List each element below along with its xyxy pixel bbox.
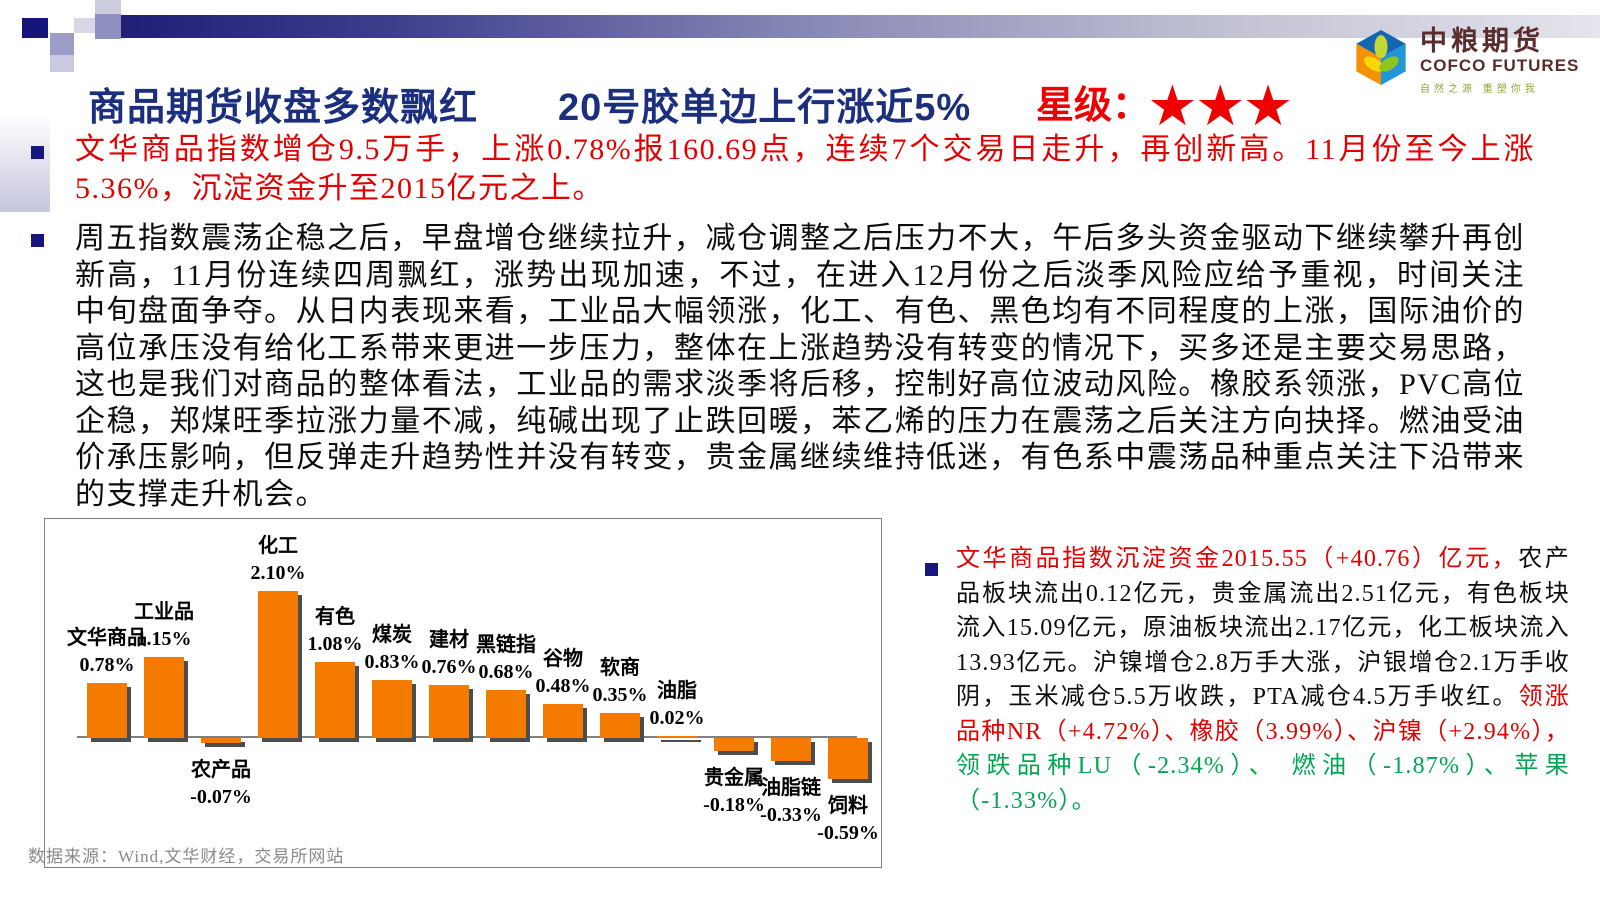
bar-value-label: 0.76% xyxy=(421,656,477,678)
bar-label-建材: 建材 0.76% xyxy=(399,627,499,681)
bullet-square-icon xyxy=(925,563,938,576)
bar-label-煤炭: 煤炭 0.83% xyxy=(342,622,442,676)
bar-label-工业品: 工业品 1.15% xyxy=(114,599,214,653)
rating-label: 星级： xyxy=(1036,85,1151,127)
index-summary-bullet: 文华商品指数增仓9.5万手，上涨0.78%报160.69点，连续7个交易日走升，… xyxy=(75,133,1535,205)
bar-value-label: 0.02% xyxy=(649,707,705,729)
deco-square-light xyxy=(50,55,74,72)
bar-value-label: 0.78% xyxy=(79,654,135,676)
bar-category-label: 黑链指 xyxy=(476,634,536,656)
sector-returns-chart: 文华商品 0.78% 工业品 1.15% 农产品 -0.07% 化工 2.10% 有色 1.08%… xyxy=(44,518,882,868)
star-icons: ★★★ xyxy=(1150,78,1294,134)
bar-label-谷物: 谷物 0.48% xyxy=(513,646,613,700)
bar-category-label: 建材 xyxy=(429,629,469,651)
bar-value-label: 0.68% xyxy=(478,661,534,683)
deco-square-purple xyxy=(50,33,74,55)
deco-square-light xyxy=(95,0,121,14)
cofco-logo: 中粮期货 COFCO FUTURES 自然之源 重塑你我 xyxy=(1352,26,1579,95)
bar-油脂链 xyxy=(771,738,811,761)
bar-category-label: 有色 xyxy=(315,606,355,628)
bar-value-label: 0.48% xyxy=(535,675,591,697)
bar-value-label: -0.33% xyxy=(760,804,822,826)
bar-label-饲料: 饲料 -0.59% xyxy=(798,793,898,847)
bar-category-label: 农产品 xyxy=(191,759,251,781)
logo-tagline: 自然之源 重塑你我 xyxy=(1420,84,1539,95)
bar-谷物 xyxy=(543,704,583,738)
bar-value-label: -0.18% xyxy=(703,794,765,816)
bar-黑链指 xyxy=(486,690,526,738)
bar-工业品 xyxy=(144,657,184,738)
bar-value-label: -0.07% xyxy=(190,786,252,808)
page-title-main: 商品期货收盘多数飘红 xyxy=(88,87,479,129)
funds-flow-segment: 领跌品种LU（-2.34%）、 燃油（-1.87%）、苹果（-1.33%）。 xyxy=(956,753,1570,814)
bar-value-label: 2.10% xyxy=(250,562,306,584)
funds-flow-segment: 领涨品种NR（+4.72%）、橡胶（3.99%）、沪镍（+2.94%）， xyxy=(956,684,1570,745)
bar-煤炭 xyxy=(372,680,412,738)
bar-label-文华商品: 文华商品 0.78% xyxy=(57,625,157,679)
bar-category-label: 油脂链 xyxy=(761,777,821,799)
bar-文华商品 xyxy=(87,683,127,738)
bar-chart-canvas: 文华商品 0.78% 工业品 1.15% 农产品 -0.07% 化工 2.10% 有色 1.08%… xyxy=(45,519,881,867)
star-rating: 星级：★★★ xyxy=(1036,74,1294,131)
bar-category-label: 软商 xyxy=(600,657,640,679)
bar-label-贵金属: 贵金属 -0.18% xyxy=(684,765,784,819)
funds-flow-segment: 文华商品指数沉淀资金2015.55（+40.76）亿元， xyxy=(956,546,1519,572)
bar-油脂 xyxy=(657,736,697,738)
bar-label-化工: 化工 2.10% xyxy=(228,533,328,587)
logo-name-en: COFCO FUTURES xyxy=(1420,56,1580,75)
bar-贵金属 xyxy=(714,738,754,751)
funds-flow-bullet: 文华商品指数沉淀资金2015.55（+40.76）亿元，农产品板块流出0.12亿… xyxy=(956,542,1570,818)
bar-label-黑链指: 黑链指 0.68% xyxy=(456,632,556,686)
bar-label-有色: 有色 1.08% xyxy=(285,604,385,658)
bar-category-label: 饲料 xyxy=(828,795,868,817)
bar-饲料 xyxy=(828,738,868,779)
bar-label-软商: 软商 0.35% xyxy=(570,655,670,709)
bar-category-label: 工业品 xyxy=(134,601,194,623)
bar-category-label: 油脂 xyxy=(657,680,697,702)
bar-value-label: 0.83% xyxy=(364,651,420,673)
deco-gradient-strip xyxy=(0,60,50,212)
cofco-cube-icon xyxy=(1356,30,1406,86)
logo-text-block: 中粮期货 COFCO FUTURES 自然之源 重塑你我 xyxy=(1420,26,1579,95)
funds-flow-segment: 农产品板块流出0.12亿元，贵金属流出2.51亿元，有色板块流入15.09亿元，… xyxy=(956,546,1570,710)
deco-square-navy xyxy=(22,18,48,38)
bar-label-油脂链: 油脂链 -0.33% xyxy=(741,775,841,829)
bar-label-油脂: 油脂 0.02% xyxy=(627,678,727,732)
bar-label-农产品: 农产品 -0.07% xyxy=(171,757,271,811)
bar-category-label: 煤炭 xyxy=(372,624,412,646)
bar-农产品 xyxy=(201,738,241,743)
header-gradient-bar xyxy=(120,15,1600,38)
bar-category-label: 贵金属 xyxy=(704,767,764,789)
bar-value-label: 1.08% xyxy=(307,633,363,655)
bullet-square-icon xyxy=(31,146,44,159)
bullet-square-icon xyxy=(31,234,44,247)
bar-value-label: 1.15% xyxy=(136,628,192,650)
bar-value-label: -0.59% xyxy=(817,822,879,844)
bar-category-label: 化工 xyxy=(258,535,298,557)
bar-建材 xyxy=(429,685,469,738)
bar-category-label: 谷物 xyxy=(543,648,583,670)
bar-category-label: 文华商品 xyxy=(67,627,147,649)
bar-软商 xyxy=(600,713,640,738)
deco-square-purple xyxy=(95,14,121,39)
page-title-sub: 20号胶单边上行涨近5% xyxy=(558,87,972,129)
deco-square-light xyxy=(74,18,95,33)
bar-化工 xyxy=(258,591,298,738)
bar-value-label: 0.35% xyxy=(592,684,648,706)
data-source-note: 数据来源：Wind,文华财经，交易所网站 xyxy=(28,847,345,866)
logo-name-cn: 中粮期货 xyxy=(1420,26,1544,56)
market-review-bullet: 周五指数震荡企稳之后，早盘增仓继续拉升，减仓调整之后压力不大，午后多头资金驱动下… xyxy=(75,222,1525,511)
bar-有色 xyxy=(315,662,355,738)
